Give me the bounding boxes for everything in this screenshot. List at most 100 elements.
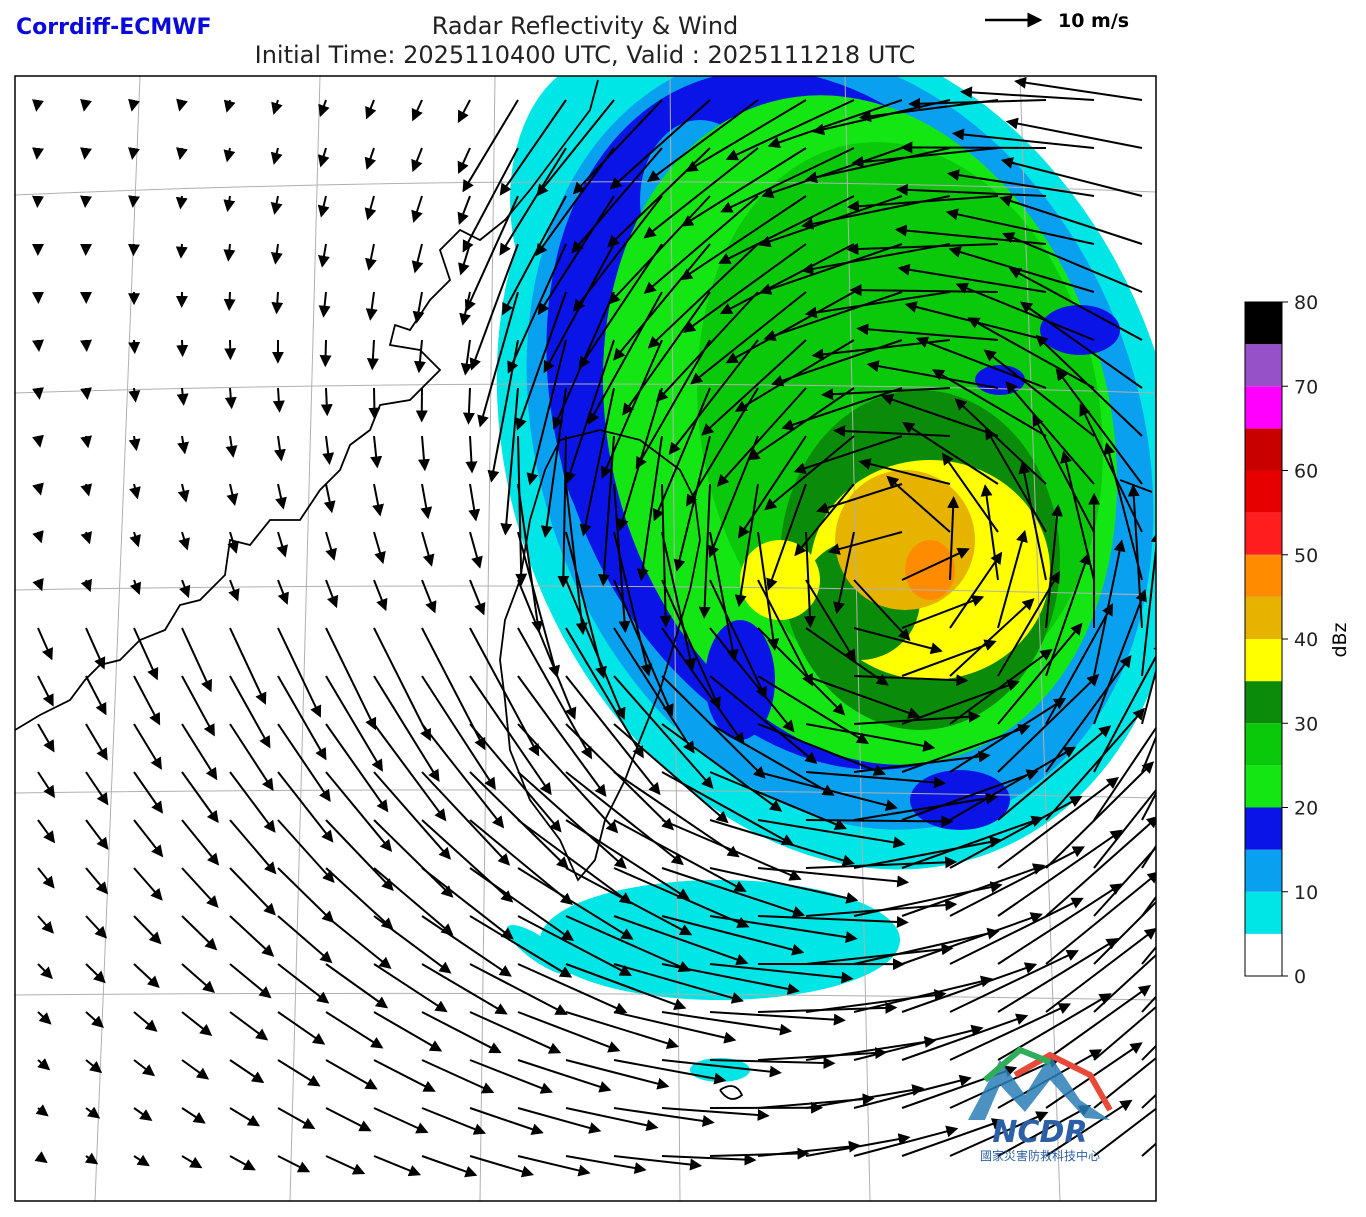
wind-arrow xyxy=(536,99,615,197)
wind-arrow xyxy=(502,195,567,316)
wind-arrow xyxy=(460,339,473,376)
wind-arrow xyxy=(133,867,163,901)
wind-arrow xyxy=(1093,589,1147,725)
wind-arrow xyxy=(901,1013,1029,1061)
colorbar-tick-label: 60 xyxy=(1294,461,1318,483)
wind-arrow xyxy=(80,339,92,352)
wind-arrow xyxy=(608,195,711,305)
wind-arrow xyxy=(686,387,759,507)
wind-arrow xyxy=(181,771,219,824)
wind-arrow xyxy=(411,243,424,274)
wind-arrow xyxy=(469,1107,544,1135)
wind-arrow xyxy=(1141,667,1156,725)
wind-arrow xyxy=(499,99,567,196)
wind-arrow xyxy=(954,398,1047,485)
wind-arrow xyxy=(901,815,1044,869)
wind-arrow xyxy=(176,147,188,161)
wind-arrow xyxy=(271,291,284,315)
wind-arrow xyxy=(84,1152,99,1165)
wind-arrow xyxy=(80,98,92,112)
wind-arrow xyxy=(997,776,1119,869)
wind-arrow xyxy=(763,291,903,342)
wind-arrow xyxy=(85,867,109,895)
wind-arrow xyxy=(421,579,437,614)
wind-arrow xyxy=(947,496,960,581)
wind-arrow xyxy=(272,387,285,413)
wind-arrow xyxy=(609,99,711,190)
wind-arrow xyxy=(373,1155,422,1177)
wind-arrow xyxy=(997,937,1119,1013)
wind-arrow xyxy=(270,243,283,265)
wind-arrow xyxy=(661,1153,757,1166)
wind-arrow xyxy=(37,1011,52,1025)
wind-arrow xyxy=(229,723,274,791)
wind-arrow xyxy=(1093,845,1156,917)
wind-arrow xyxy=(421,675,496,790)
wind-arrow xyxy=(133,1011,158,1032)
wind-arrow xyxy=(613,675,714,790)
wind-arrow xyxy=(133,963,160,988)
logo-mark xyxy=(1013,1051,1113,1112)
wind-arrow xyxy=(181,1155,203,1169)
wind-arrow xyxy=(805,943,954,965)
wind-arrow xyxy=(325,675,383,772)
wind-arrow xyxy=(734,483,759,608)
wind-arrow xyxy=(277,723,331,802)
wind-arrow xyxy=(655,291,759,403)
wind-arrow xyxy=(901,962,1038,1013)
wind-arrow xyxy=(373,963,448,1013)
wind-arrow xyxy=(421,1155,478,1178)
wind-arrow xyxy=(661,915,805,956)
wind-arrow xyxy=(1093,1056,1156,1109)
wind-arrow xyxy=(543,243,615,374)
wind-arrow xyxy=(181,819,220,866)
wind-arrow xyxy=(821,387,951,401)
wind-arrow xyxy=(709,579,767,700)
wind-arrow xyxy=(613,1011,737,1044)
wind-arrow xyxy=(477,291,519,428)
wind-arrow xyxy=(457,147,471,175)
wind-arrow xyxy=(805,771,947,789)
wind-arrow xyxy=(365,99,377,120)
colorbar-tick-label: 50 xyxy=(1294,545,1318,567)
wind-arrow xyxy=(709,531,739,662)
wind-arrow xyxy=(805,627,889,686)
wind-arrow xyxy=(708,435,759,558)
wind-arrow xyxy=(223,99,236,113)
wind-arrow xyxy=(949,648,1053,725)
wind-arrow xyxy=(85,1106,101,1119)
wind-arrow xyxy=(853,927,1000,965)
wind-arrow xyxy=(128,98,140,112)
wind-arrow xyxy=(317,195,330,218)
wind-arrow xyxy=(565,1011,680,1050)
wind-arrow xyxy=(229,963,272,999)
wind-arrow xyxy=(931,369,1047,437)
wind-arrow xyxy=(229,675,271,749)
colorbar-tick-label: 80 xyxy=(1294,292,1318,314)
wind-arrow xyxy=(690,291,807,385)
wind-arrow xyxy=(901,912,1043,965)
wind-arrow xyxy=(517,963,628,1014)
wind-arrow xyxy=(540,387,567,538)
wind-arrow xyxy=(997,829,1123,917)
wind-arrow xyxy=(325,723,389,813)
wind-arrow xyxy=(535,147,615,257)
wind-arrow xyxy=(128,195,140,208)
wind-arrow xyxy=(853,627,943,655)
wind-arrow xyxy=(37,627,53,661)
wind-arrow xyxy=(37,963,53,980)
wind-arrow xyxy=(1045,654,1132,773)
wind-arrow xyxy=(948,246,1095,293)
wind-arrow xyxy=(945,208,1095,245)
wind-arrow xyxy=(805,579,856,662)
wind-arrow xyxy=(129,531,141,548)
wind-arrow xyxy=(901,1118,1005,1157)
wind-arrow xyxy=(827,531,903,555)
colorbar-tick-label: 70 xyxy=(1294,376,1318,398)
wind-arrow xyxy=(468,483,481,522)
wind-arrow xyxy=(225,435,238,458)
wind-arrow xyxy=(661,627,745,746)
wind-arrow xyxy=(1045,707,1146,821)
colorbar-tick-label: 0 xyxy=(1294,966,1306,988)
wind-arrow xyxy=(1045,504,1064,629)
